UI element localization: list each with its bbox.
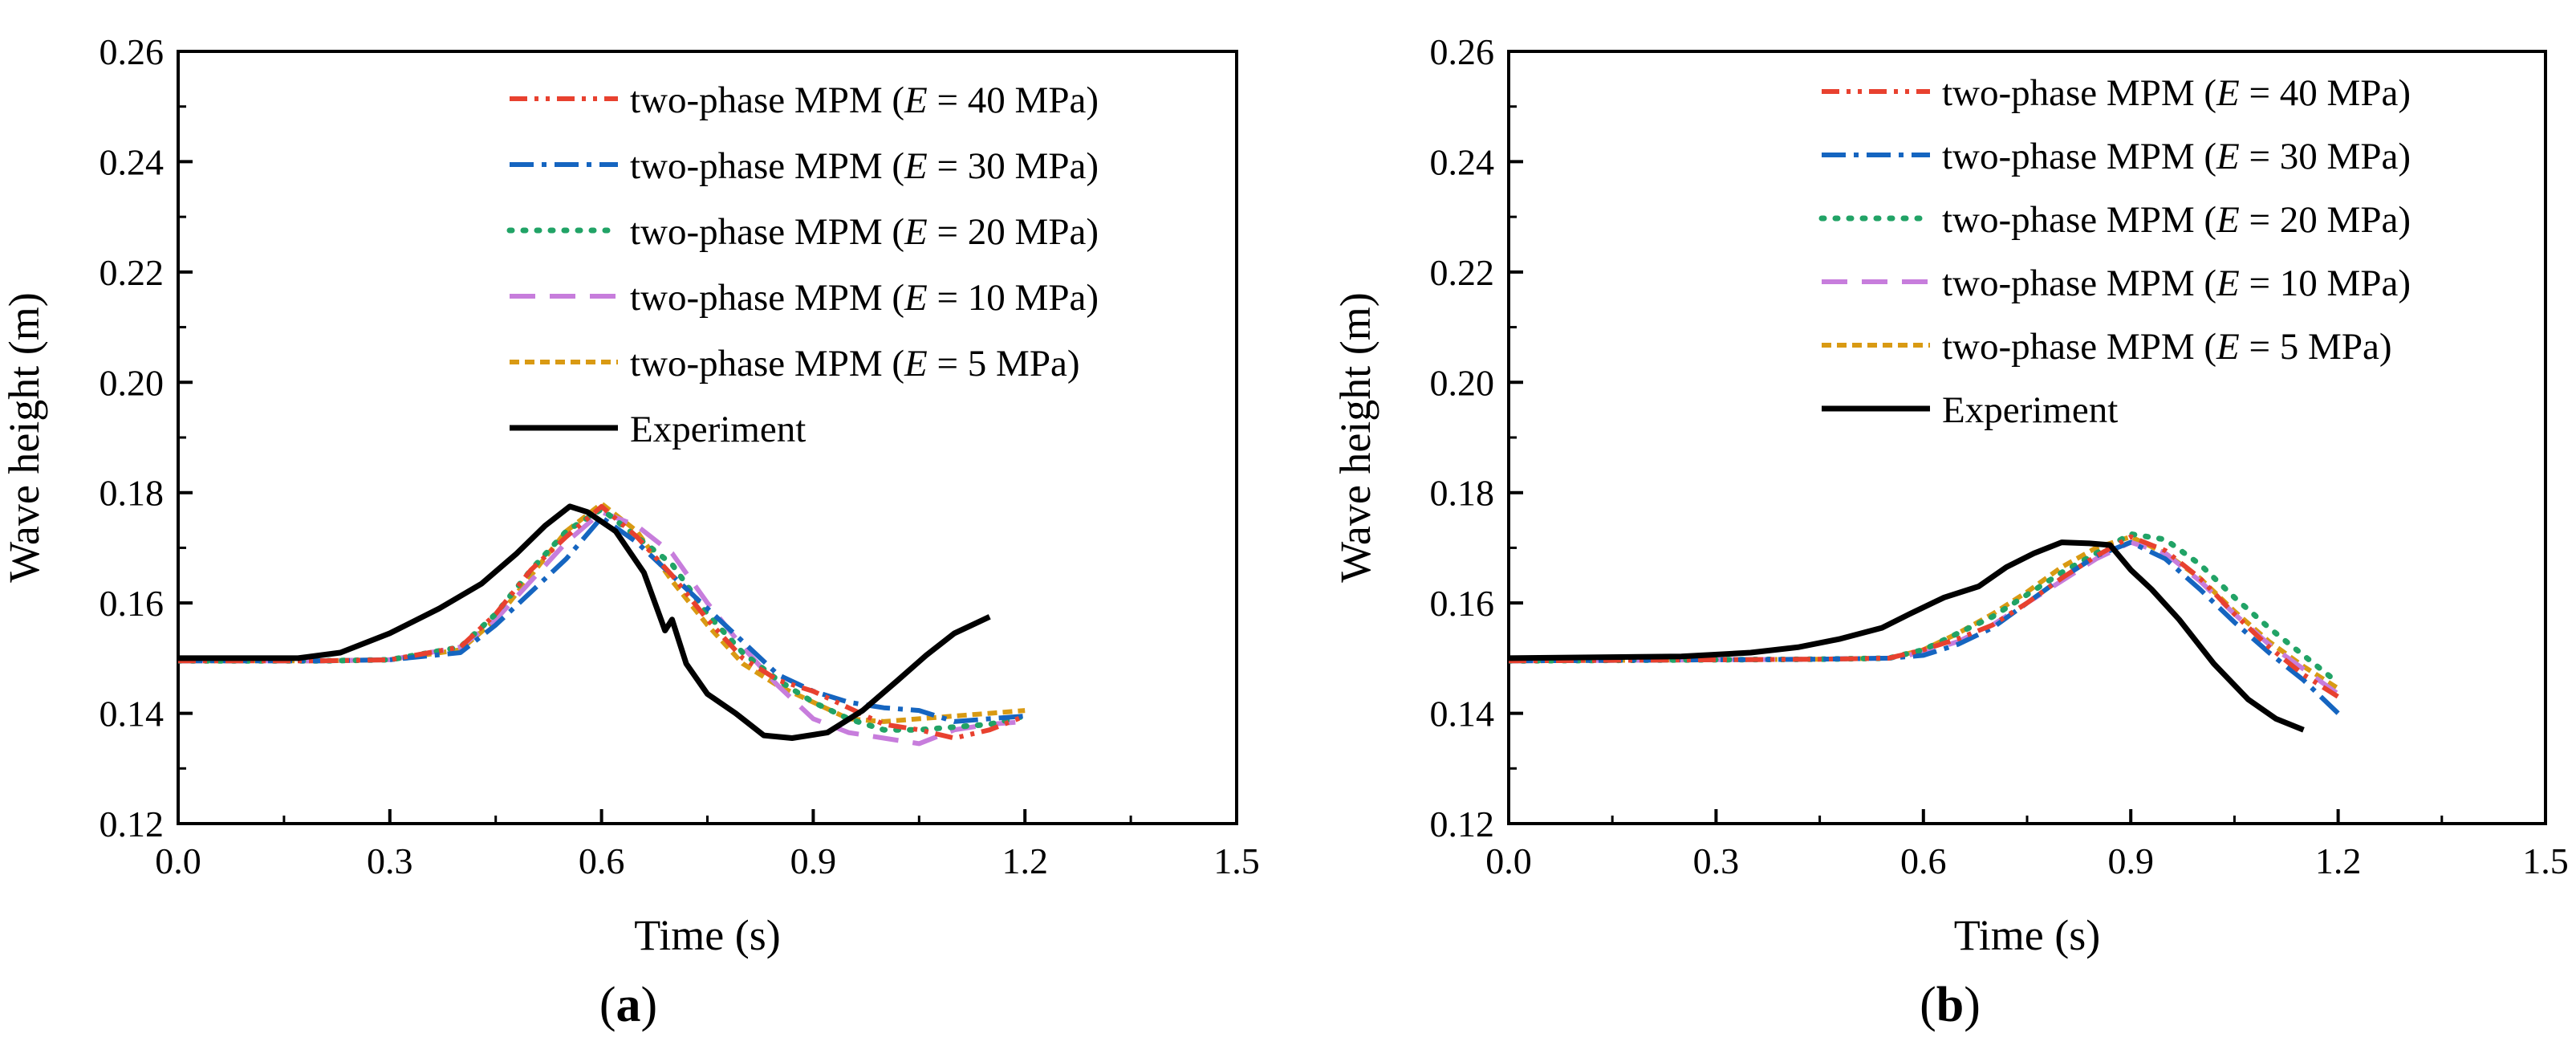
x-axis-title: Time (s) <box>634 911 781 959</box>
x-tick-label: 1.2 <box>2315 840 2362 881</box>
x-tick-label: 0.6 <box>579 840 625 881</box>
series-line-e30 <box>1509 539 2340 715</box>
x-tick-label: 0.0 <box>1485 840 1532 881</box>
x-tick-label: 0.3 <box>367 840 413 881</box>
legend-label-exp: Experiment <box>630 409 806 450</box>
series-line-e20 <box>178 506 1028 733</box>
panel-letter: b <box>1936 978 1964 1032</box>
panel-a-chart: 0.0 0.3 0.6 0.9 1.2 1.5 0.12 0.14 0.16 0.18 0.20 0.… <box>0 31 1260 1032</box>
legend-label-e30: two-phase MPM (E = 30 MPa) <box>630 145 1099 187</box>
legend-label-exp: Experiment <box>1942 389 2118 431</box>
legend-label-e10: two-phase MPM (E = 10 MPa) <box>1942 262 2411 304</box>
y-axis-title: Wave height (m) <box>1331 292 1379 583</box>
panel-b-chart: 0.0 0.3 0.6 0.9 1.2 1.5 0.12 0.14 0.16 0.18 0.20 0.… <box>1331 31 2569 1032</box>
series-line-exp <box>1509 539 2305 733</box>
x-tick-label: 1.5 <box>1213 840 1260 881</box>
legend-label-e40: two-phase MPM (E = 40 MPa) <box>1942 72 2411 114</box>
y-tick-label: 0.16 <box>100 583 165 624</box>
legend-label-e20: two-phase MPM (E = 20 MPa) <box>1942 199 2411 241</box>
legend-label-e30: two-phase MPM (E = 30 MPa) <box>1942 136 2411 177</box>
y-tick-label: 0.20 <box>1430 362 1495 403</box>
series-line-e10 <box>1509 539 2340 696</box>
y-axis-title: Wave height (m) <box>0 292 48 583</box>
y-tick-label: 0.24 <box>100 141 165 182</box>
series-line-e40 <box>178 503 1026 741</box>
x-tick-label: 1.5 <box>2522 840 2569 881</box>
y-tick-label: 0.26 <box>100 31 165 72</box>
y-tick-label: 0.22 <box>100 252 165 293</box>
series-line-e30 <box>178 515 1026 724</box>
y-tick-label: 0.24 <box>1430 141 1495 182</box>
series-line-e10 <box>178 509 1026 747</box>
x-tick-label: 0.0 <box>155 840 201 881</box>
x-tick-label: 0.9 <box>2107 840 2154 881</box>
y-tick-label: 0.18 <box>100 473 165 514</box>
legend: two-phase MPM (E = 40 MPa) two-phase MPM … <box>1818 72 2411 431</box>
y-tick-label: 0.22 <box>1430 252 1495 293</box>
legend-label-e5: two-phase MPM (E = 5 MPa) <box>1942 326 2391 368</box>
legend-label-e5: two-phase MPM (E = 5 MPa) <box>630 343 1079 385</box>
series-line-e40 <box>1509 534 2340 699</box>
legend: two-phase MPM (E = 40 MPa) two-phase MPM … <box>506 79 1099 450</box>
panel-label: (a) <box>599 978 657 1032</box>
series-line-exp <box>178 503 991 741</box>
x-tick-label: 0.9 <box>790 840 837 881</box>
series-line-e5 <box>178 501 1026 724</box>
panel-letter: a <box>616 978 641 1032</box>
y-tick-label: 0.18 <box>1430 473 1495 514</box>
x-tick-label: 1.2 <box>1002 840 1048 881</box>
x-axis-title: Time (s) <box>1954 911 2101 959</box>
legend-label-e20: two-phase MPM (E = 20 MPa) <box>630 211 1099 253</box>
y-tick-label: 0.14 <box>100 694 165 734</box>
legend-label-e40: two-phase MPM (E = 40 MPa) <box>630 79 1099 121</box>
y-tick-label: 0.16 <box>1430 583 1495 624</box>
legend-label-e10: two-phase MPM (E = 10 MPa) <box>630 277 1099 319</box>
panel-label: (b) <box>1920 978 1981 1032</box>
y-tick-label: 0.14 <box>1430 694 1495 734</box>
y-tick-label: 0.12 <box>100 804 165 844</box>
y-tick-label: 0.26 <box>1430 31 1495 72</box>
y-tick-label: 0.20 <box>100 362 165 403</box>
y-tick-label: 0.12 <box>1430 804 1495 844</box>
x-tick-label: 0.3 <box>1693 840 1740 881</box>
x-tick-label: 0.6 <box>1900 840 1947 881</box>
